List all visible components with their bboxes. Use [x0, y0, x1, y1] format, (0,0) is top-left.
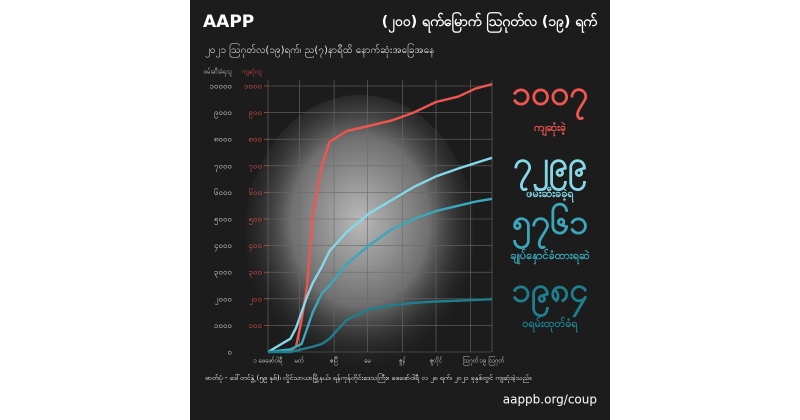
x-tick-label: ဧပြီ: [330, 356, 338, 366]
subtitle: ၂၀၂၁ ဩဂုတ်လ(၁၉)ရက်၊ ည(၇)နာရီထိ နောက်ဆုံး…: [205, 42, 434, 58]
y-tick-label: ၃၀၀၀: [214, 268, 232, 279]
series-line: [267, 197, 493, 354]
y-axis-label: ဖမ်းဆီးခံရသူ: [204, 68, 233, 77]
photo: [245, 95, 475, 375]
value-label: ၅၇၆၁: [512, 203, 589, 250]
y-tick-label: ၉၀၀၀: [214, 108, 232, 119]
y-tick-label: ၁၀၀၀၀: [210, 82, 233, 91]
y-tick-label: ၀: [228, 348, 233, 357]
series-line: [268, 298, 493, 354]
x-tick-label: ဩဂုတ်: [463, 356, 479, 366]
x-tick-label: ၁ ဖေဖော်ဝါရီ: [253, 357, 284, 366]
y2-tick-label: ၄၀၀: [249, 241, 263, 252]
y2-axis-label: ကျဆုံးသူ: [242, 69, 262, 77]
y-tick-label: ၂၀၀၀: [215, 294, 232, 305]
y2-tick-label: ၅၀၀: [249, 215, 263, 226]
caption: ဓာတ်ပုံ - ဒေါ်တင်နွဲ့ (၅၉ နှစ်)၊ လှိုင်သ…: [205, 373, 531, 383]
y2-tick-label: ၂၀၀: [249, 294, 262, 305]
x-tick-label: ဇွန်: [399, 357, 406, 366]
y2-tick-label: ၇၀၀: [249, 161, 263, 172]
legend-label: ဝရမ်းထုတ်ခံရ: [522, 316, 578, 333]
y2-tick-label: ၉၀၀: [249, 108, 263, 119]
y-tick-label: ၁၀၀၀: [214, 321, 232, 330]
series-line: [267, 156, 493, 354]
y2-tick-label: ၁၀၀: [249, 321, 263, 330]
legend-label: ဖမ်းဆီးခံခဲ့ရ: [526, 186, 574, 203]
x-tick-label: ဇူလိုင်: [430, 357, 443, 366]
url[interactable]: aappb.org/coup: [503, 393, 597, 407]
y-tick-label: ၆၀၀၀: [214, 187, 232, 197]
brand: AAPP: [203, 12, 254, 32]
y-tick-label: ၅၀၀၀: [214, 215, 232, 226]
x-tick-label: မတ်: [295, 357, 304, 365]
y2-tick-label: ၆၀၀: [249, 187, 263, 197]
y-tick-label: ၇၀၀၀: [214, 161, 232, 172]
y-tick-label: ၄၀၀၀: [214, 241, 232, 252]
y2-tick-label: ၈၀၀: [248, 135, 262, 144]
y2-tick-label: ၁၀၀၀: [244, 82, 262, 91]
value-label: ၁၉၈၄: [512, 271, 589, 318]
y-tick-label: ၈၀၀၀: [214, 135, 232, 144]
series-line: [267, 82, 493, 354]
x-tick-label: ၁၉ ဩဂုတ်: [479, 356, 505, 366]
value-label: ၁၀၀၇: [512, 74, 589, 121]
value-label: ၇၂၉၉: [513, 145, 587, 192]
legend-label: ကျဆုံးခဲ့: [534, 121, 567, 137]
chart-title: (၂၀၀) ရက်မြောက် ဩဂုတ်လ (၁၉) ရက်: [382, 12, 599, 33]
x-tick-label: မေ: [364, 358, 371, 365]
legend-label: ချုပ်နှောင်ခံထားရဆဲ: [510, 248, 589, 265]
y2-tick-label: ၃၀၀: [249, 268, 263, 279]
